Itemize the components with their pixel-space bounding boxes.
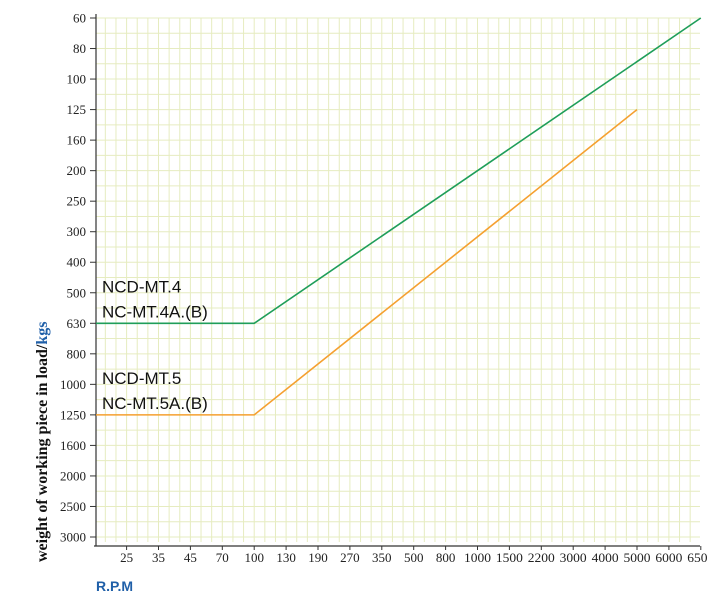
y-tick-label: 2500: [60, 499, 86, 514]
x-tick-label: 190: [308, 550, 328, 565]
x-tick-label: 1500: [496, 550, 523, 565]
y-tick-label: 1600: [60, 438, 86, 453]
x-tick-label: 130: [276, 550, 296, 565]
x-tick-label: 5000: [624, 550, 651, 565]
x-tick-label: 1000: [464, 550, 491, 565]
y-tick-label: 630: [67, 316, 87, 331]
y-tick-label: 400: [67, 255, 87, 270]
y-tick-label: 125: [67, 102, 87, 117]
axis-layer: 60 80 100 125 160 200 250 300 400 500 630 800 1000 12…: [60, 11, 707, 566]
x-axis-title: R.P.M: [96, 578, 133, 594]
y-tick-label: 250: [67, 194, 87, 209]
x-tick-label: 2200: [528, 550, 555, 565]
y-tick-label: 1000: [60, 377, 86, 392]
y-axis-title-main: weight of working piece in load/: [34, 344, 51, 562]
y-tick-label: 100: [67, 72, 87, 87]
y-tick-label: 3000: [60, 530, 86, 545]
x-tick-label: 45: [184, 550, 197, 565]
x-tick-label: 4000: [592, 550, 619, 565]
series-label-1-line-1: NCD-MT.4: [102, 277, 181, 296]
x-tick-label: 270: [340, 550, 360, 565]
series-line-2: [96, 108, 638, 416]
y-tick-label: 500: [67, 285, 87, 300]
series-line-1: [96, 17, 702, 325]
x-tick-label: 3000: [560, 550, 587, 565]
x-tick-label: 350: [372, 550, 392, 565]
y-tick-label: 80: [73, 41, 86, 56]
label-layer: NCD-MT.4 NC-MT.4A.(B) NCD-MT.5 NC-MT.5A.(B): [102, 277, 208, 413]
grid-layer: [96, 17, 700, 542]
x-tick-label: 6500: [687, 550, 707, 565]
y-axis-title-unit: kgs: [34, 322, 51, 345]
y-tick-label: 200: [67, 163, 87, 178]
y-axis-title: weight of working piece in load/kgs: [34, 322, 51, 562]
x-tick-label: 100: [244, 550, 264, 565]
y-tick-label: 800: [67, 346, 87, 361]
series-layer: [96, 17, 702, 416]
series-label-2-line-2: NC-MT.5A.(B): [102, 394, 208, 413]
series-label-2-line-1: NCD-MT.5: [102, 369, 181, 388]
x-tick-label: 6000: [655, 550, 682, 565]
x-tick-label: 25: [120, 550, 133, 565]
y-tick-label: 2000: [60, 468, 86, 483]
y-tick-label: 1250: [60, 407, 86, 422]
x-tick-label: 35: [152, 550, 165, 565]
y-tick-label: 160: [67, 133, 87, 148]
y-tick-label: 60: [73, 11, 86, 26]
x-tick-label: 70: [216, 550, 229, 565]
x-tick-label: 800: [436, 550, 456, 565]
series-label-1-line-2: NC-MT.4A.(B): [102, 302, 208, 321]
x-tick-label: 500: [404, 550, 424, 565]
y-tick-label: 300: [67, 224, 87, 239]
